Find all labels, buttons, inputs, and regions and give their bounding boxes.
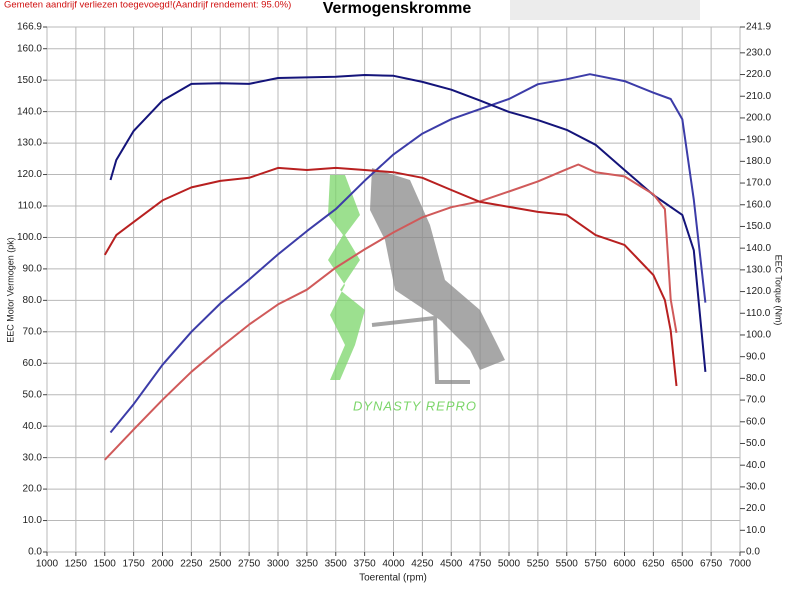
y2-tick-label: 80.0 <box>746 373 766 384</box>
x-tick-label: 4000 <box>382 559 405 570</box>
x-tick-label: 1000 <box>36 559 59 570</box>
y2-tick-label: 220.0 <box>746 69 771 80</box>
y-tick-label: 140.0 <box>17 106 42 117</box>
y2-tick-label: 170.0 <box>746 178 771 189</box>
chart-title: Vermogenskromme <box>323 0 472 17</box>
x-tick-label: 5500 <box>556 559 579 570</box>
y-tick-label: 90.0 <box>23 264 43 275</box>
y-tick-label: 120.0 <box>17 169 42 180</box>
y-tick-label: 60.0 <box>23 358 43 369</box>
x-tick-label: 1500 <box>94 559 117 570</box>
y2-tick-label: 241.9 <box>746 22 771 33</box>
logo <box>328 168 505 384</box>
watermark: DYNASTY REPRO <box>353 398 477 413</box>
y2-tick-label: 40.0 <box>746 460 766 471</box>
x-tick-label: 2000 <box>151 559 174 570</box>
x-tick-label: 4750 <box>469 559 492 570</box>
series-line <box>103 166 678 387</box>
labels: 1000 1250 1500 1750 2000 2250 2500 2750 3000 3250… <box>17 22 771 570</box>
y2-tick-label: 200.0 <box>746 113 771 124</box>
y2-tick-label: 160.0 <box>746 199 771 210</box>
y-tick-label: 50.0 <box>23 389 43 400</box>
y-tick-label: 110.0 <box>18 201 43 212</box>
x-tick-label: 5750 <box>585 559 608 570</box>
y-tick-label: 70.0 <box>23 326 43 337</box>
x-tick-label: 6750 <box>700 559 723 570</box>
x-axis-label: Toerental (rpm) <box>359 573 427 584</box>
series-line <box>109 74 707 372</box>
y2-tick-label: 190.0 <box>746 134 771 145</box>
y-tick-label: 100.0 <box>17 232 42 243</box>
y2-tick-label: 60.0 <box>746 416 766 427</box>
x-tick-label: 3000 <box>267 559 290 570</box>
y2-tick-label: 50.0 <box>746 438 766 449</box>
x-tick-label: 3500 <box>325 559 348 570</box>
x-tick-label: 1250 <box>65 559 88 570</box>
logo-shape <box>370 168 505 370</box>
y2-tick-label: 150.0 <box>746 221 771 232</box>
y2-tick-label: 230.0 <box>746 47 771 58</box>
y-axis-label: EEC Motor Vermogen (pk) <box>5 237 15 343</box>
y2-tick-label: 90.0 <box>746 351 766 362</box>
x-tick-label: 1750 <box>123 559 146 570</box>
series-line <box>104 163 678 461</box>
y2-tick-label: 10.0 <box>746 525 766 536</box>
logo-shape <box>328 175 365 380</box>
logo-shape <box>371 315 470 384</box>
x-tick-label: 2750 <box>238 559 261 570</box>
y-tick-label: 166.9 <box>17 22 42 33</box>
x-tick-label: 3250 <box>296 559 319 570</box>
y-tick-label: 150.0 <box>17 75 42 86</box>
y2-tick-label: 20.0 <box>746 503 766 514</box>
y-tick-label: 20.0 <box>23 484 43 495</box>
y-tick-label: 0.0 <box>28 547 42 558</box>
y2-tick-label: 70.0 <box>746 395 766 406</box>
x-tick-label: 6250 <box>642 559 665 570</box>
y-tick-label: 80.0 <box>23 295 43 306</box>
y-tick-label: 10.0 <box>23 515 43 526</box>
y-tick-label: 130.0 <box>17 138 42 149</box>
x-tick-label: 2250 <box>180 559 203 570</box>
y2-axis-label: EEC Torque (Nm) <box>774 255 784 326</box>
y2-tick-label: 100.0 <box>746 330 771 341</box>
header-box <box>510 0 700 20</box>
y2-tick-label: 0.0 <box>746 547 760 558</box>
y2-tick-label: 120.0 <box>746 286 771 297</box>
lines <box>103 73 707 461</box>
x-tick-label: 7000 <box>729 559 752 570</box>
x-tick-label: 6000 <box>613 559 636 570</box>
x-tick-label: 2500 <box>209 559 232 570</box>
x-tick-label: 3750 <box>354 559 377 570</box>
x-tick-label: 5000 <box>498 559 521 570</box>
chart-note: Gemeten aandrijf verliezen toegevoegd!(A… <box>4 0 291 11</box>
y2-tick-label: 180.0 <box>746 156 771 167</box>
y2-tick-label: 140.0 <box>746 243 771 254</box>
x-tick-label: 6500 <box>671 559 694 570</box>
y2-tick-label: 130.0 <box>746 264 771 275</box>
series-line <box>109 73 707 434</box>
y-tick-label: 40.0 <box>23 421 43 432</box>
y2-tick-label: 110.0 <box>746 308 771 319</box>
y2-tick-label: 30.0 <box>746 482 766 493</box>
x-tick-label: 4500 <box>440 559 463 570</box>
y2-tick-label: 210.0 <box>746 91 771 102</box>
y-tick-label: 160.0 <box>17 43 42 54</box>
x-tick-label: 4250 <box>411 559 434 570</box>
y-tick-label: 30.0 <box>23 452 43 463</box>
x-tick-label: 5250 <box>527 559 550 570</box>
